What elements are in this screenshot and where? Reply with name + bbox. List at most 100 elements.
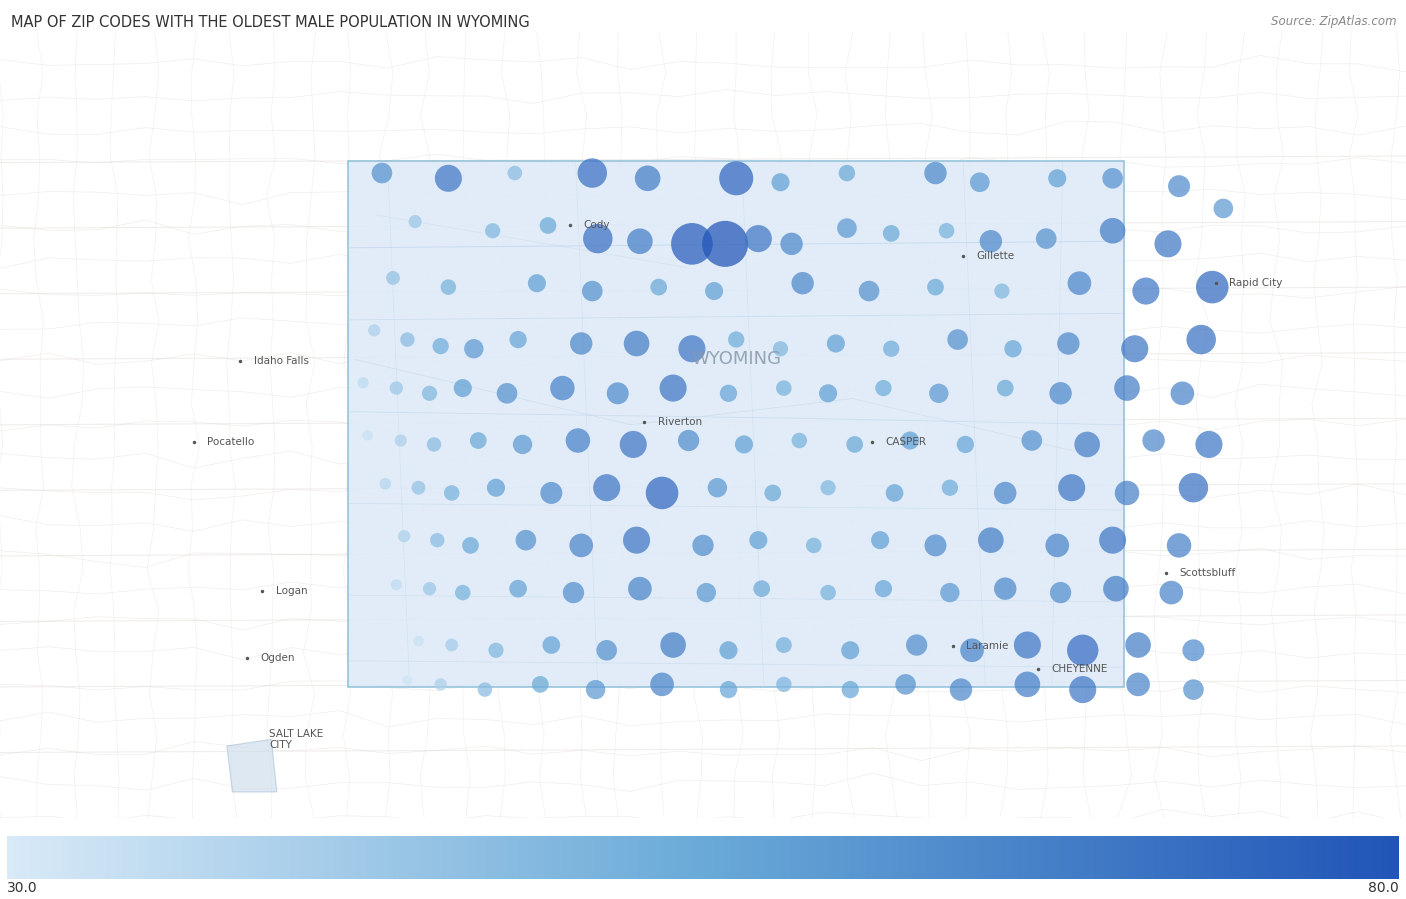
Point — [1126, 638, 1149, 653]
Point — [437, 280, 460, 294]
Point — [396, 673, 419, 688]
Point — [1168, 539, 1191, 553]
Point — [703, 284, 725, 298]
Point — [569, 539, 592, 553]
Point — [467, 433, 489, 448]
Point — [356, 428, 378, 442]
Point — [872, 582, 894, 596]
Point — [1182, 682, 1205, 697]
Point — [747, 533, 769, 547]
Point — [1017, 677, 1039, 691]
Point — [419, 387, 441, 401]
Point — [681, 342, 703, 356]
Point — [581, 165, 603, 180]
Text: Logan: Logan — [276, 586, 308, 596]
Point — [762, 485, 785, 500]
Point — [717, 682, 740, 697]
Point — [626, 336, 648, 351]
Point — [803, 539, 825, 553]
Point — [1060, 480, 1083, 494]
Point — [955, 437, 977, 451]
Point — [772, 381, 794, 396]
Point — [725, 171, 748, 185]
Point — [485, 480, 508, 494]
Point — [551, 381, 574, 396]
Point — [681, 236, 703, 251]
Point — [880, 227, 903, 241]
Point — [460, 539, 482, 553]
Point — [1105, 582, 1128, 596]
Point — [1049, 387, 1071, 401]
Text: CHEYENNE: CHEYENNE — [1052, 663, 1108, 673]
Point — [1171, 387, 1194, 401]
Point — [789, 433, 811, 448]
Point — [839, 643, 862, 657]
Point — [880, 342, 903, 356]
Point — [835, 165, 858, 180]
Point — [526, 276, 548, 290]
Text: SALT LAKE
CITY: SALT LAKE CITY — [269, 728, 323, 751]
Point — [1142, 433, 1164, 448]
Point — [824, 336, 846, 351]
Point — [429, 339, 451, 353]
Point — [835, 221, 858, 236]
Point — [706, 480, 728, 494]
Point — [1049, 585, 1071, 600]
Point — [648, 280, 671, 294]
Point — [419, 582, 441, 596]
Point — [437, 171, 460, 185]
Point — [440, 638, 463, 653]
Polygon shape — [226, 739, 277, 792]
Point — [606, 387, 628, 401]
Text: WYOMING: WYOMING — [692, 351, 782, 369]
Point — [869, 533, 891, 547]
Point — [529, 677, 551, 691]
Point — [626, 533, 648, 547]
Point — [537, 218, 560, 233]
Point — [883, 485, 905, 500]
Point — [994, 381, 1017, 396]
Point — [792, 276, 814, 290]
Point — [994, 485, 1017, 500]
Point — [569, 336, 592, 351]
Point — [585, 682, 607, 697]
Point — [714, 236, 737, 251]
Point — [1021, 433, 1043, 448]
Text: CASPER: CASPER — [886, 437, 927, 447]
Text: Riverton: Riverton — [658, 417, 702, 427]
Point — [960, 643, 983, 657]
Point — [924, 539, 946, 553]
Point — [651, 677, 673, 691]
Point — [980, 533, 1002, 547]
Point — [969, 175, 991, 190]
Point — [725, 333, 748, 347]
Point — [512, 437, 534, 451]
Point — [540, 638, 562, 653]
Point — [817, 585, 839, 600]
Point — [451, 585, 474, 600]
Point — [1046, 539, 1069, 553]
Point — [628, 234, 651, 248]
Bar — [347, 161, 1123, 687]
Point — [595, 643, 617, 657]
Point — [949, 682, 972, 697]
Point — [772, 638, 794, 653]
Point — [385, 577, 408, 592]
Text: Ogden: Ogden — [260, 654, 295, 663]
Point — [1116, 485, 1139, 500]
Point — [352, 376, 374, 390]
Point — [1201, 280, 1223, 294]
Point — [508, 582, 530, 596]
Point — [898, 433, 921, 448]
Point — [939, 585, 962, 600]
Point — [839, 682, 862, 697]
Point — [717, 387, 740, 401]
Point — [485, 643, 508, 657]
Point — [474, 682, 496, 697]
Point — [980, 234, 1002, 248]
Point — [1157, 236, 1180, 251]
Point — [404, 214, 426, 228]
Point — [440, 485, 463, 500]
Point — [1069, 276, 1091, 290]
Point — [1057, 336, 1080, 351]
